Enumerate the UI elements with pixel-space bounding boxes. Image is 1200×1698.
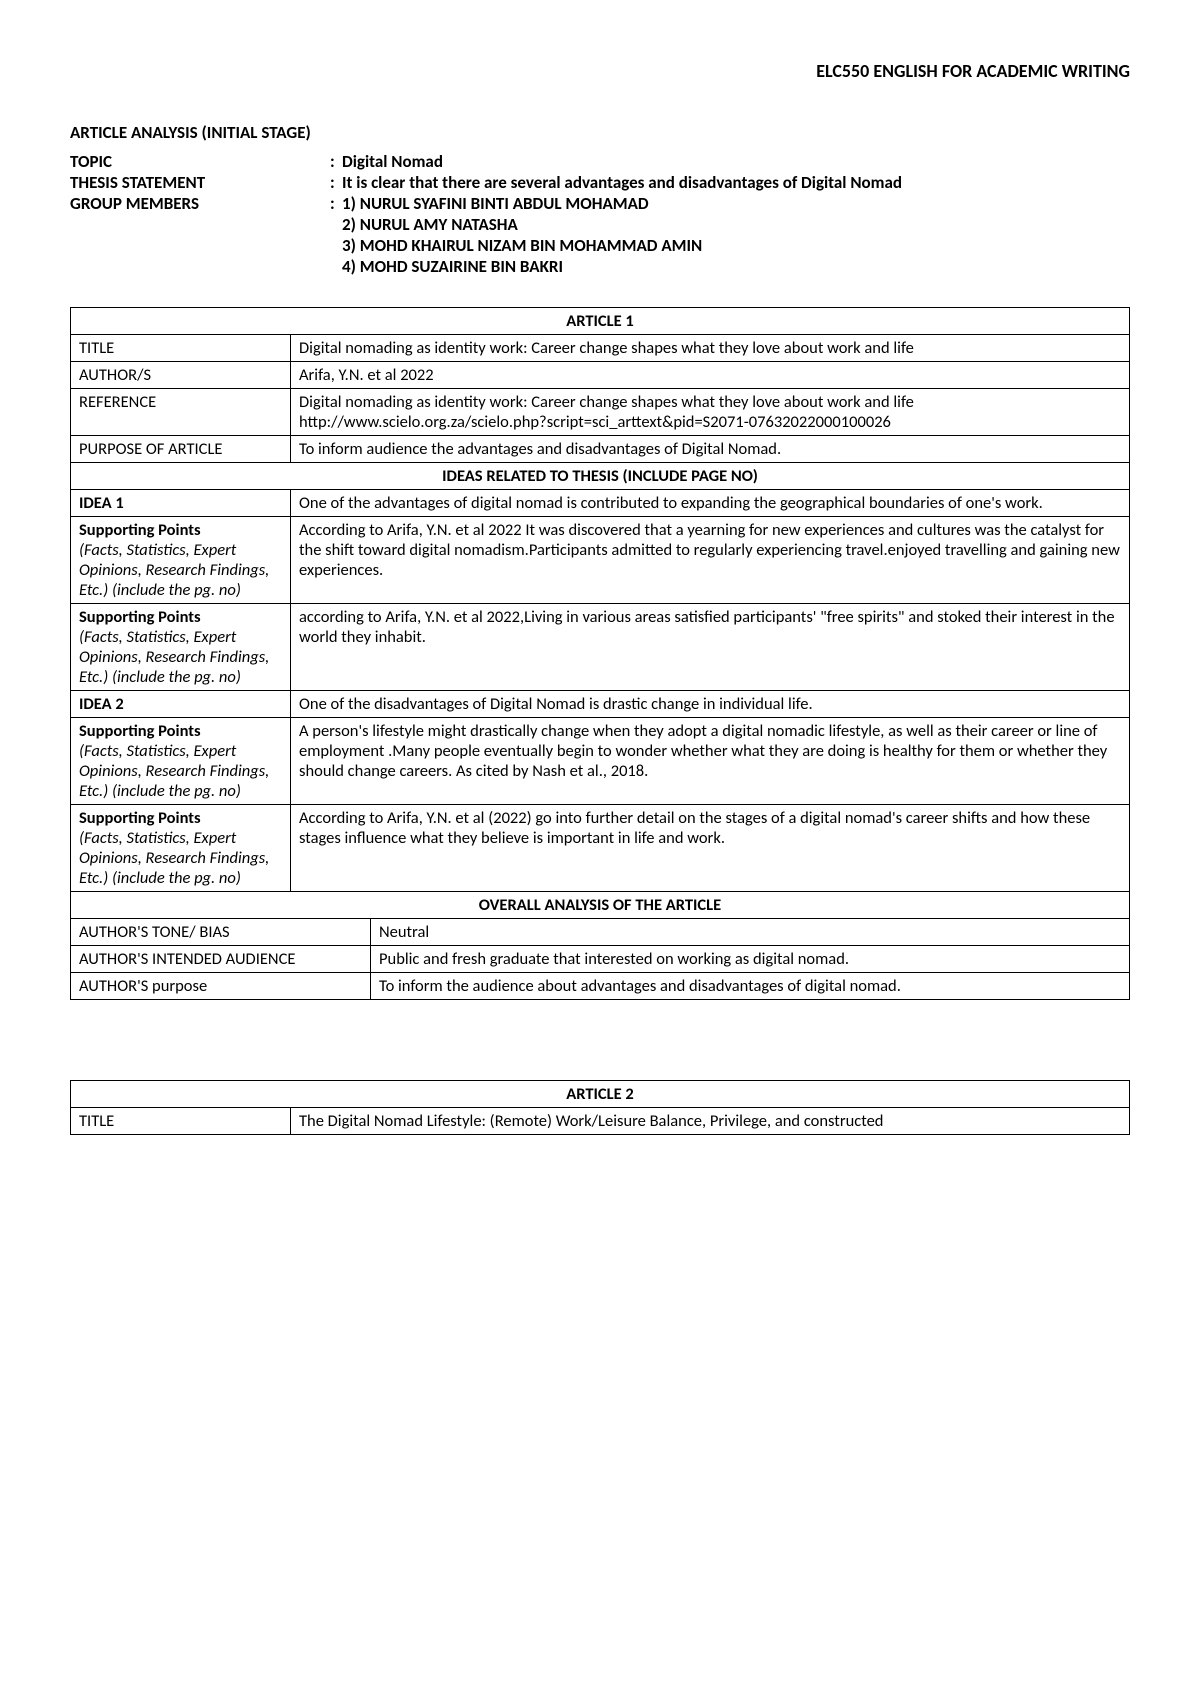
sp1b-label: Supporting Points (Facts, Statistics, Ex… — [71, 604, 291, 691]
authors-value: Arifa, Y.N. et al 2022 — [291, 362, 1130, 389]
authpurpose-value: To inform the audience about advantages … — [371, 972, 1130, 999]
sp2b-value: According to Arifa, Y.N. et al (2022) go… — [291, 805, 1130, 892]
authors-label: AUTHOR/S — [71, 362, 291, 389]
member-1: 1) NURUL SYAFINI BINTI ABDUL MOHAMAD — [342, 193, 649, 214]
reference-value: Digital nomading as identity work: Caree… — [291, 389, 1130, 436]
supporting-points-label: Supporting Points — [79, 520, 201, 540]
sp2a-label: Supporting Points (Facts, Statistics, Ex… — [71, 718, 291, 805]
article2-title-value: The Digital Nomad Lifestyle: (Remote) Wo… — [291, 1107, 1130, 1134]
sp2b-label: Supporting Points (Facts, Statistics, Ex… — [71, 805, 291, 892]
member-3: 3) MOHD KHAIRUL NIZAM BIN MOHAMMAD AMIN — [342, 235, 702, 256]
idea2-label: IDEA 2 — [71, 691, 291, 718]
sp1a-value: According to Arifa, Y.N. et al 2022 It w… — [291, 517, 1130, 604]
sp1a-label: Supporting Points (Facts, Statistics, Ex… — [71, 517, 291, 604]
audience-value: Public and fresh graduate that intereste… — [371, 945, 1130, 972]
thesis-label: THESIS STATEMENT — [70, 172, 330, 193]
supporting-points-sub: (Facts, Statistics, Expert Opinions, Res… — [79, 741, 282, 801]
tone-value: Neutral — [371, 918, 1130, 945]
reference-line2: http://www.scielo.org.za/scielo.php?scri… — [299, 412, 1121, 432]
article-1-overall-table: AUTHOR'S TONE/ BIAS Neutral AUTHOR'S INT… — [70, 918, 1130, 1000]
member-2: 2) NURUL AMY NATASHA — [342, 214, 518, 235]
supporting-points-label: Supporting Points — [79, 721, 201, 741]
meta-block: TOPIC :Digital Nomad THESIS STATEMENT :I… — [70, 151, 1130, 277]
thesis-value: It is clear that there are several advan… — [342, 172, 902, 193]
article2-title-label: TITLE — [71, 1107, 291, 1134]
ideas-header: IDEAS RELATED TO THESIS (INCLUDE PAGE NO… — [71, 463, 1130, 490]
idea1-label: IDEA 1 — [71, 490, 291, 517]
sp2a-value: A person's lifestyle might drastically c… — [291, 718, 1130, 805]
article-2-table: ARTICLE 2 TITLE The Digital Nomad Lifest… — [70, 1080, 1130, 1135]
article-1-table: ARTICLE 1 TITLE Digital nomading as iden… — [70, 307, 1130, 919]
purpose-value: To inform audience the advantages and di… — [291, 436, 1130, 463]
tone-label: AUTHOR'S TONE/ BIAS — [71, 918, 371, 945]
article-1-header: ARTICLE 1 — [71, 308, 1130, 335]
idea1-value: One of the advantages of digital nomad i… — [291, 490, 1130, 517]
article-analysis-heading: ARTICLE ANALYSIS (INITIAL STAGE) — [70, 122, 1130, 143]
sp1b-value: according to Arifa, Y.N. et al 2022,Livi… — [291, 604, 1130, 691]
supporting-points-sub: (Facts, Statistics, Expert Opinions, Res… — [79, 627, 282, 687]
supporting-points-label: Supporting Points — [79, 808, 201, 828]
supporting-points-sub: (Facts, Statistics, Expert Opinions, Res… — [79, 540, 282, 600]
article-2-header: ARTICLE 2 — [71, 1080, 1130, 1107]
reference-label: REFERENCE — [71, 389, 291, 436]
supporting-points-label: Supporting Points — [79, 607, 201, 627]
course-header: ELC550 ENGLISH FOR ACADEMIC WRITING — [70, 60, 1130, 82]
topic-label: TOPIC — [70, 151, 330, 172]
reference-line1: Digital nomading as identity work: Caree… — [299, 392, 1121, 412]
idea2-value: One of the disadvantages of Digital Noma… — [291, 691, 1130, 718]
title-label: TITLE — [71, 335, 291, 362]
overall-header: OVERALL ANALYSIS OF THE ARTICLE — [71, 892, 1130, 919]
purpose-label: PURPOSE OF ARTICLE — [71, 436, 291, 463]
supporting-points-sub: (Facts, Statistics, Expert Opinions, Res… — [79, 828, 282, 888]
member-4: 4) MOHD SUZAIRINE BIN BAKRI — [342, 256, 563, 277]
title-value: Digital nomading as identity work: Caree… — [291, 335, 1130, 362]
members-label: GROUP MEMBERS — [70, 193, 330, 277]
audience-label: AUTHOR'S INTENDED AUDIENCE — [71, 945, 371, 972]
authpurpose-label: AUTHOR'S purpose — [71, 972, 371, 999]
topic-value: Digital Nomad — [342, 151, 443, 172]
